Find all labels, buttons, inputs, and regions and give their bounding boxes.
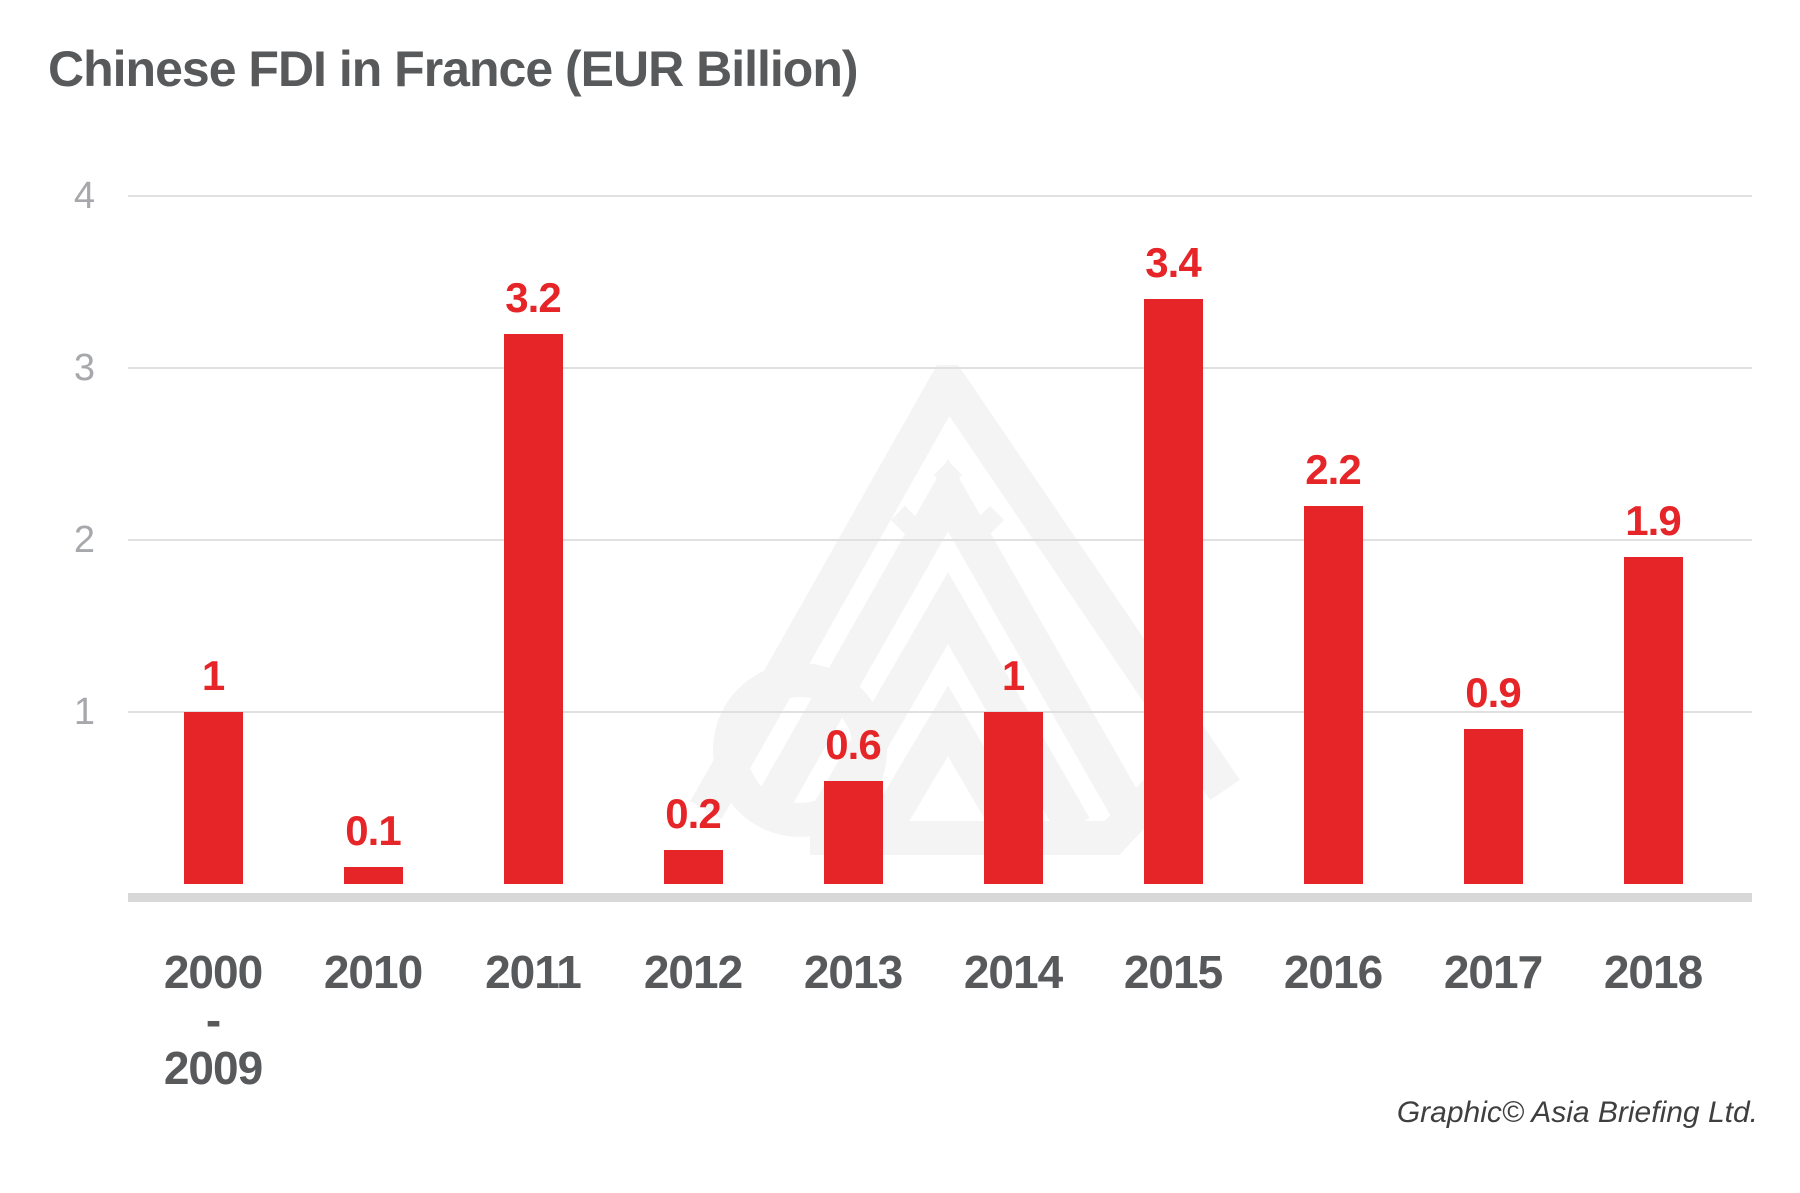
x-tick-label: 2017 bbox=[1443, 946, 1543, 998]
x-tick-label: 2011 bbox=[485, 946, 582, 998]
bar-2013 bbox=[823, 781, 883, 884]
bar-2000-2009 bbox=[183, 712, 243, 884]
bar-2011 bbox=[503, 334, 563, 884]
x-tick-label: 2014 bbox=[963, 946, 1063, 998]
bar-value-label: 1 bbox=[201, 652, 225, 699]
gridline-y-2 bbox=[128, 539, 1752, 541]
x-tick-label: 2015 bbox=[1123, 946, 1223, 998]
bar-value-label: 1 bbox=[1001, 652, 1025, 699]
x-tick-label: 2016 bbox=[1283, 946, 1383, 998]
bar-2010 bbox=[343, 867, 403, 884]
bar-value-label: 0.6 bbox=[825, 721, 881, 768]
bar-value-label: 3.4 bbox=[1145, 239, 1201, 286]
gridline-y-4 bbox=[128, 195, 1752, 197]
bar-value-label: 0.1 bbox=[345, 807, 401, 854]
x-tick-label: 2010 bbox=[323, 946, 423, 998]
bar-value-label: 3.2 bbox=[505, 274, 561, 321]
bar-value-label: 0.9 bbox=[1465, 669, 1521, 716]
x-axis-line bbox=[128, 893, 1752, 902]
bar-2015 bbox=[1143, 299, 1203, 884]
watermark-dot-1 bbox=[933, 460, 963, 490]
gridline-y-1 bbox=[128, 711, 1752, 713]
x-tick-label: 2018 bbox=[1603, 946, 1703, 998]
bar-value-label: 0.2 bbox=[665, 790, 721, 837]
x-tick-label: 2013 bbox=[803, 946, 903, 998]
x-tick-label: 2000 - 2009 bbox=[163, 946, 263, 1094]
bar-2018 bbox=[1623, 557, 1683, 884]
watermark-dot-3 bbox=[975, 505, 1005, 535]
bar-2014 bbox=[983, 712, 1043, 884]
bar-2012 bbox=[663, 850, 723, 884]
bar-2016 bbox=[1303, 506, 1363, 884]
credit-line: Graphic© Asia Briefing Ltd. bbox=[1396, 1096, 1758, 1129]
y-tick-label-2: 2 bbox=[73, 519, 95, 561]
chart-title: Chinese FDI in France (EUR Billion) bbox=[48, 41, 859, 97]
y-tick-label-4: 4 bbox=[73, 175, 95, 217]
gridline-y-3 bbox=[128, 367, 1752, 369]
bar-2017 bbox=[1463, 729, 1523, 884]
watermark-loop bbox=[713, 663, 887, 837]
watermark-dot-2 bbox=[890, 505, 920, 535]
y-tick-label-3: 3 bbox=[73, 347, 95, 389]
y-tick-label-1: 1 bbox=[73, 691, 95, 733]
x-tick-label: 2012 bbox=[643, 946, 743, 998]
bar-value-label: 2.2 bbox=[1305, 446, 1361, 493]
bar-value-label: 1.9 bbox=[1625, 497, 1681, 544]
